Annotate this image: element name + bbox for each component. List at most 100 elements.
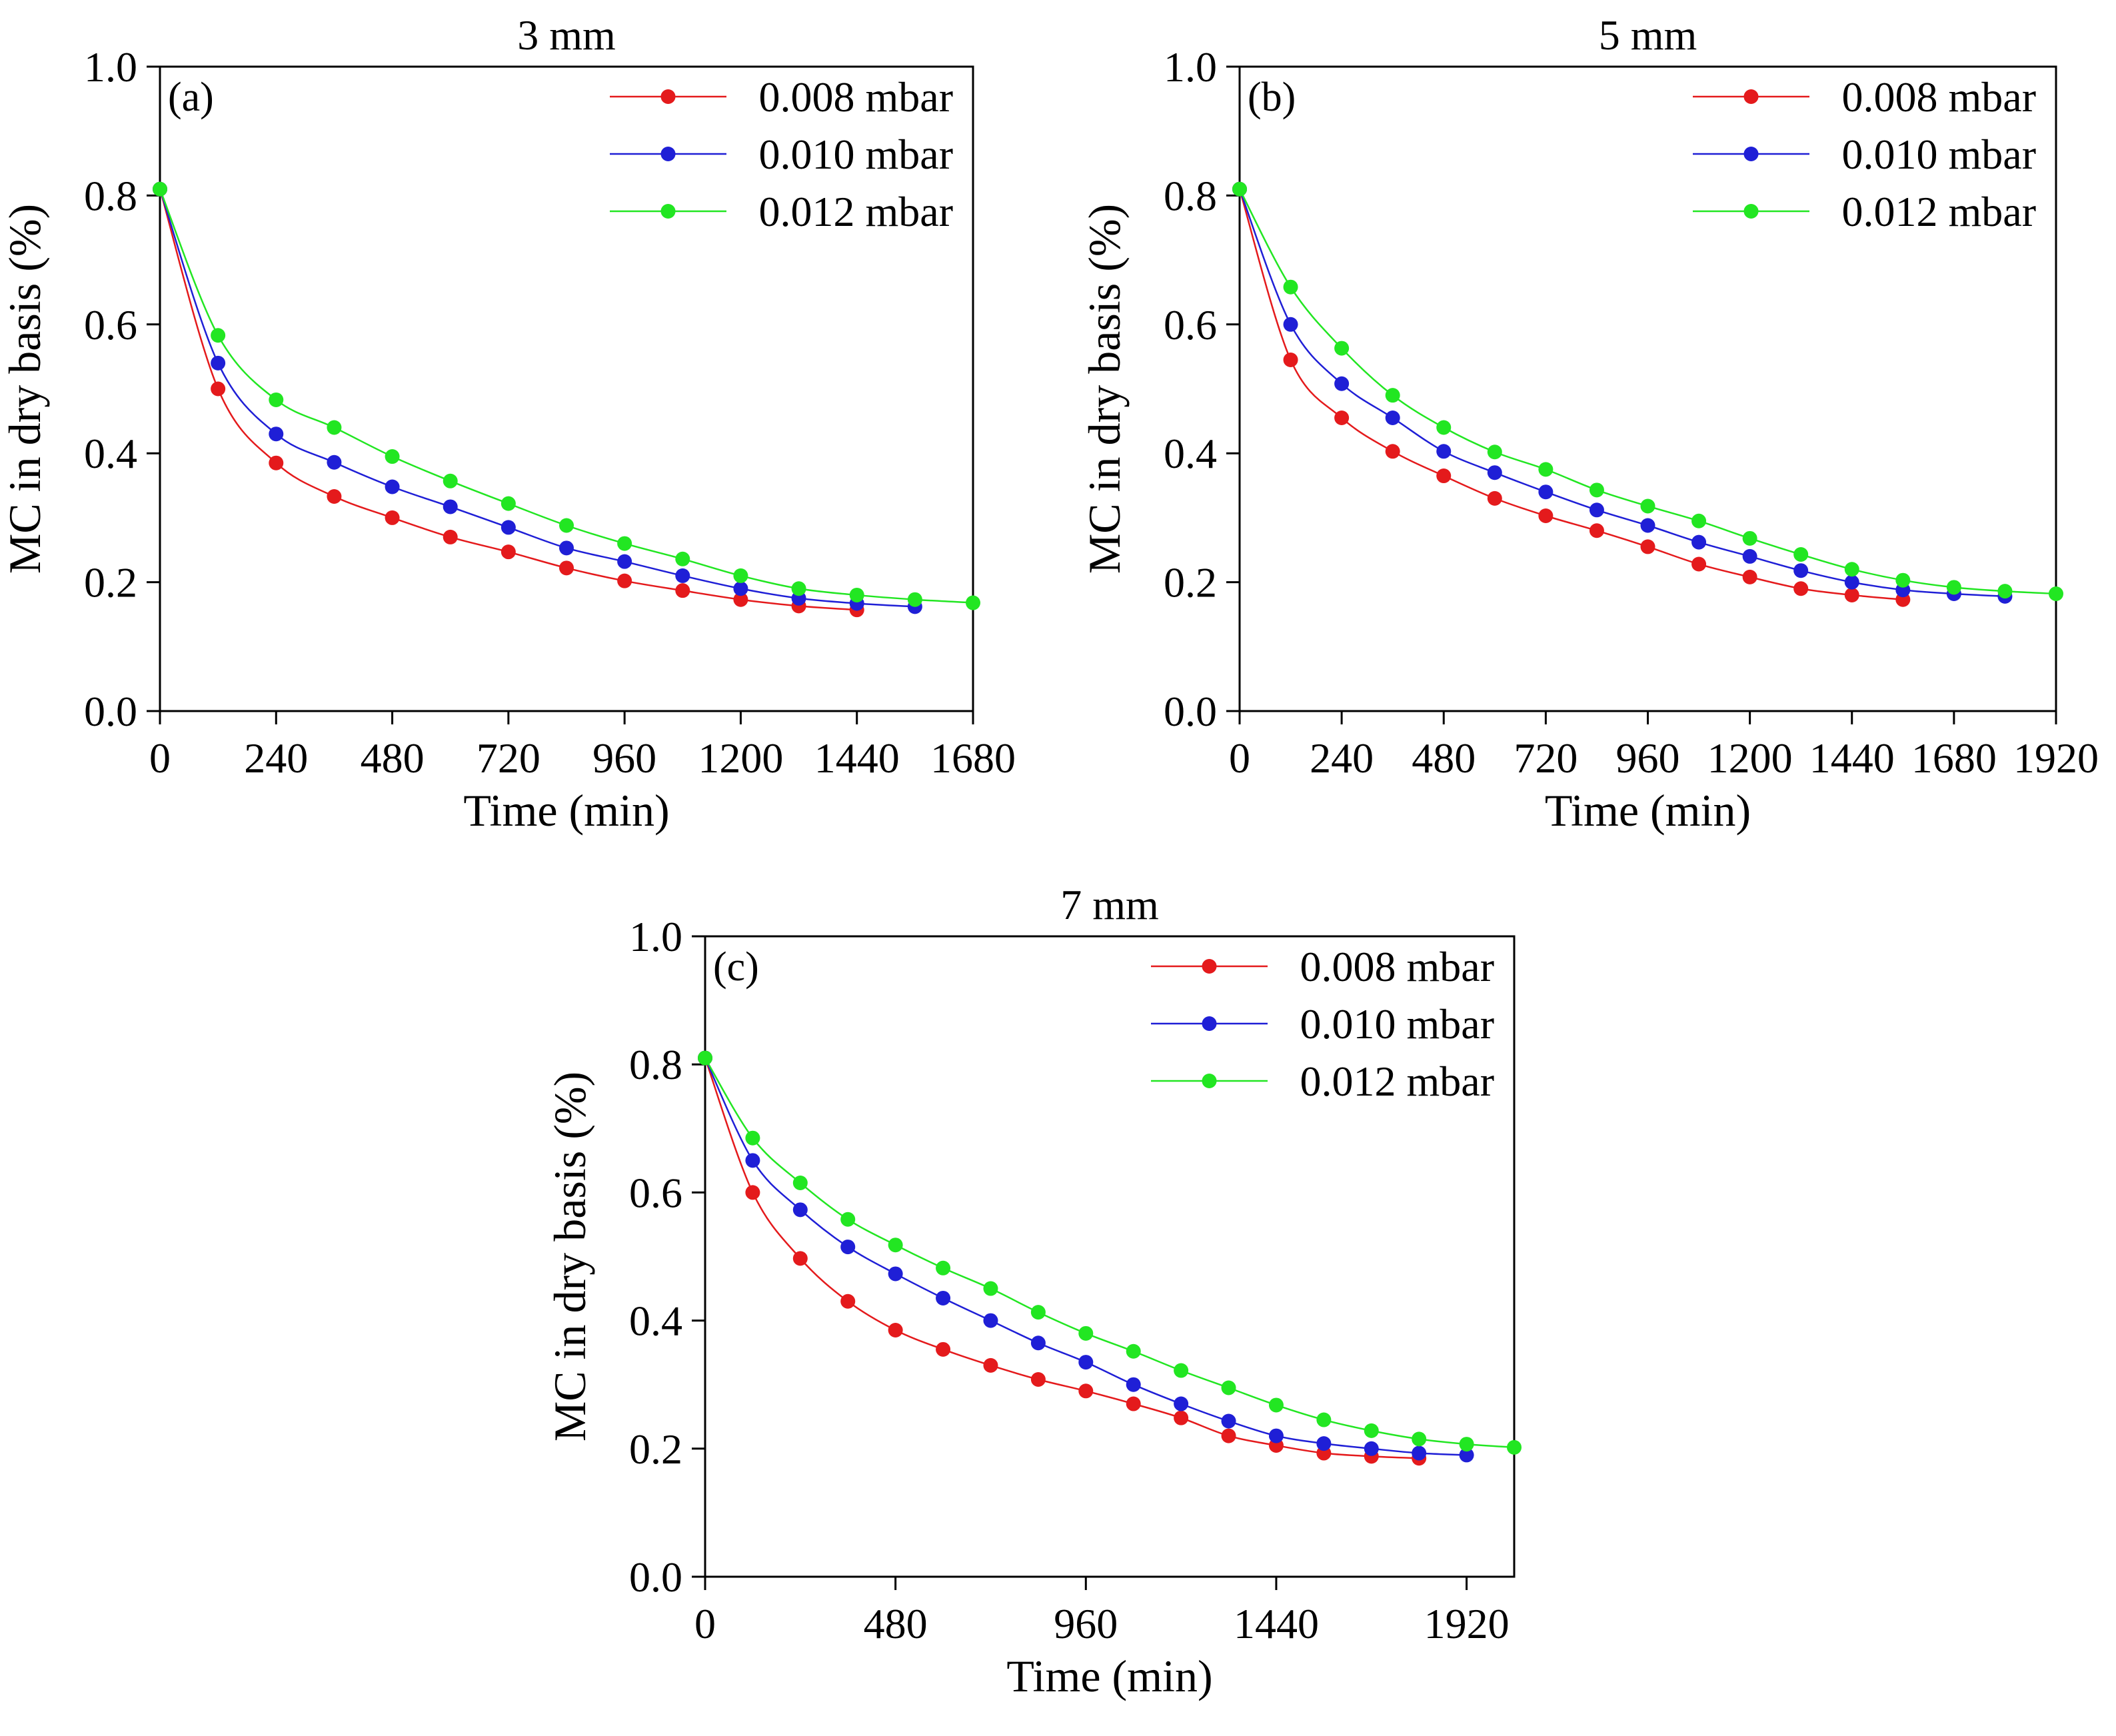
data-point <box>559 560 574 576</box>
data-point <box>1385 388 1400 403</box>
data-point <box>1538 508 1554 523</box>
data-point <box>675 568 690 583</box>
data-point <box>1334 376 1350 391</box>
data-point <box>1640 518 1655 533</box>
x-tick-label: 480 <box>1412 734 1476 782</box>
series-line <box>1238 189 1903 600</box>
data-point <box>617 554 632 569</box>
legend-label: 0.008 mbar <box>1300 943 1495 990</box>
data-point <box>443 473 458 488</box>
data-point <box>1487 490 1502 506</box>
data-point <box>501 496 516 511</box>
data-point <box>1283 317 1298 332</box>
data-point <box>1459 1437 1474 1452</box>
data-point <box>327 420 342 435</box>
panel-label: (a) <box>168 75 214 120</box>
x-tick-label: 1680 <box>1911 734 1997 782</box>
x-tick-label: 1680 <box>930 734 1016 782</box>
x-tick-label: 480 <box>361 734 425 782</box>
data-point <box>1436 420 1452 435</box>
data-point <box>936 1290 951 1305</box>
y-tick-label: 0.4 <box>84 430 137 477</box>
legend-label: 0.010 mbar <box>759 131 954 178</box>
data-point <box>888 1323 903 1338</box>
chart-panel-b: 0.0 0.2 0.4 0.6 0.8 1.0 0 240 480 720 960 1200 1440 1… <box>1079 11 2099 836</box>
chart-title: 5 mm <box>1599 11 1697 59</box>
data-point <box>1283 279 1298 295</box>
x-tick-label: 1920 <box>2013 734 2099 782</box>
data-point <box>983 1357 998 1373</box>
data-point <box>1334 341 1350 356</box>
data-point <box>792 1202 808 1218</box>
legend-label: 0.010 mbar <box>1300 1000 1495 1048</box>
data-point <box>1030 1372 1046 1387</box>
data-point <box>1316 1412 1332 1427</box>
data-point <box>1793 547 1809 562</box>
data-point <box>211 381 226 397</box>
x-axis-title: Time (min) <box>1545 785 1751 836</box>
data-point <box>501 520 516 535</box>
legend-swatch-marker <box>1743 147 1759 161</box>
y-tick-label: 1.0 <box>84 43 137 91</box>
series-line <box>159 189 974 604</box>
legend-label: 0.008 mbar <box>759 73 954 121</box>
data-point <box>327 488 342 504</box>
chart-title: 7 mm <box>1060 881 1159 928</box>
plot-frame <box>704 935 1516 1578</box>
data-point <box>1078 1325 1094 1341</box>
legend-label: 0.012 mbar <box>1842 188 2037 235</box>
data-point <box>1793 563 1809 578</box>
chart-panel-a: 0.0 0.2 0.4 0.6 0.8 1.0 0 240 480 720 960 1200 1440 1… <box>0 11 1016 836</box>
data-point <box>1221 1413 1236 1429</box>
data-point <box>1895 572 1911 588</box>
data-point <box>211 355 226 371</box>
x-tick-label: 1200 <box>698 734 783 782</box>
x-tick-label: 1440 <box>1809 734 1895 782</box>
series-line <box>704 1058 1420 1459</box>
data-point <box>443 499 458 514</box>
data-point <box>1268 1397 1284 1413</box>
data-point <box>1030 1305 1046 1320</box>
legend-swatch-marker <box>660 89 676 104</box>
y-tick-label: 0.6 <box>1164 301 1217 349</box>
data-point <box>327 454 342 470</box>
data-point <box>1221 1380 1236 1395</box>
data-point <box>1412 1445 1427 1461</box>
x-tick-label: 1440 <box>814 734 900 782</box>
data-point <box>983 1281 998 1296</box>
y-tick-label: 0.2 <box>1164 559 1217 606</box>
data-point <box>675 583 690 598</box>
data-point <box>1997 584 2013 599</box>
data-point <box>966 595 980 610</box>
data-point <box>1640 539 1655 554</box>
data-point <box>1742 569 1757 584</box>
data-point <box>1640 498 1655 514</box>
x-tick-label: 960 <box>1054 1600 1118 1647</box>
data-point <box>792 1175 808 1190</box>
data-point <box>1691 513 1707 528</box>
panel-label: (c) <box>713 944 759 990</box>
legend-swatch-marker <box>1202 1074 1217 1088</box>
legend-label: 0.012 mbar <box>1300 1058 1495 1105</box>
y-tick-label: 0.0 <box>629 1553 682 1601</box>
y-tick-label: 0.4 <box>1164 430 1217 477</box>
data-point <box>1844 587 1859 602</box>
data-point <box>385 510 400 525</box>
data-point <box>1268 1428 1284 1443</box>
y-tick-label: 1.0 <box>629 913 682 960</box>
data-point <box>1946 580 1961 595</box>
data-point <box>1126 1343 1141 1359</box>
data-point <box>1691 556 1707 572</box>
y-tick-label: 0.0 <box>84 688 137 735</box>
data-point <box>1078 1383 1094 1399</box>
data-point <box>733 568 748 583</box>
chart-title: 3 mm <box>517 11 616 59</box>
legend-swatch-marker <box>1202 1016 1217 1031</box>
y-tick-label: 0.8 <box>629 1041 682 1088</box>
data-point <box>1538 484 1554 500</box>
y-tick-label: 0.6 <box>84 301 137 349</box>
y-tick-label: 0.0 <box>1164 688 1217 735</box>
data-point <box>792 1251 808 1266</box>
